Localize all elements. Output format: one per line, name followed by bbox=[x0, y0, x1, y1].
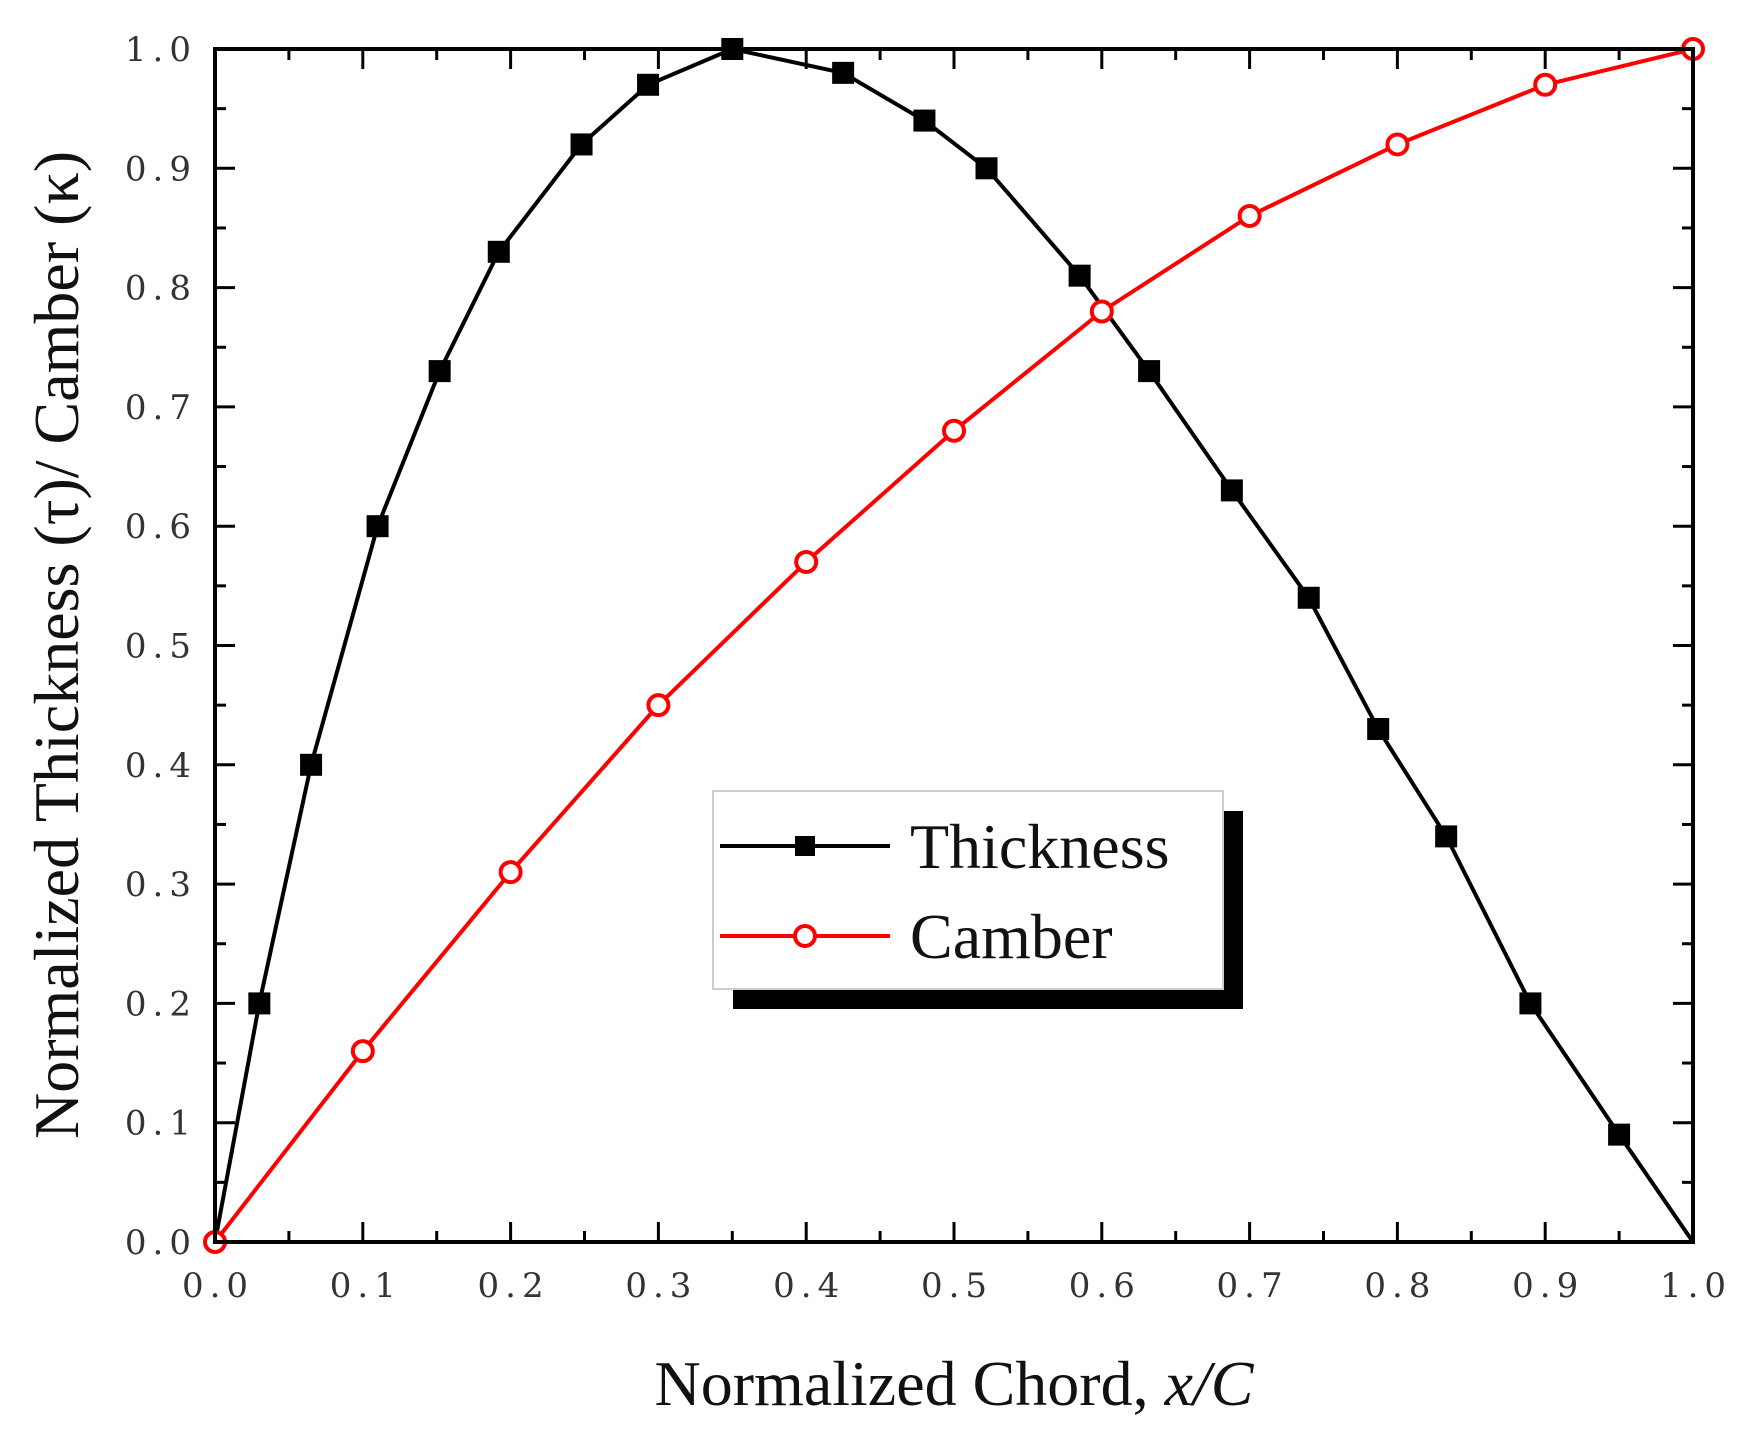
thickness-point bbox=[637, 73, 660, 96]
y-tick-label: 0.6 bbox=[125, 507, 197, 547]
camber-point bbox=[942, 418, 966, 443]
x-tick-label: 0.9 bbox=[1512, 1266, 1584, 1306]
thickness-point bbox=[366, 515, 389, 538]
thickness-point bbox=[1367, 718, 1390, 741]
thickness-point bbox=[428, 360, 451, 383]
thickness-point bbox=[1068, 264, 1091, 287]
x-axis-title-variable: x/C bbox=[1164, 1348, 1255, 1419]
legend-thickness-label: Thickness bbox=[910, 811, 1170, 882]
y-tick-label: 0.5 bbox=[125, 627, 197, 667]
camber-point bbox=[498, 860, 523, 885]
y-tick-label: 0.9 bbox=[125, 149, 197, 189]
y-axis-title: Normalized Thickness (τ)/ Camber (κ) bbox=[21, 151, 92, 1139]
x-tick-label: 0.1 bbox=[330, 1266, 402, 1306]
thickness-point bbox=[1220, 479, 1243, 502]
y-tick-label: 0.0 bbox=[125, 1223, 197, 1263]
x-tick-label: 0.0 bbox=[182, 1266, 254, 1306]
series-layer bbox=[203, 37, 1705, 1254]
thickness-point bbox=[300, 753, 323, 776]
camber-point bbox=[1533, 72, 1558, 97]
x-tick-label: 0.2 bbox=[478, 1266, 550, 1306]
thickness-point bbox=[570, 133, 593, 156]
camber-point bbox=[646, 693, 671, 718]
x-tick-label: 0.4 bbox=[773, 1266, 845, 1306]
y-tick-label: 0.7 bbox=[125, 388, 197, 428]
y-tick-label: 0.4 bbox=[125, 746, 197, 786]
thickness-line bbox=[213, 47, 1695, 1244]
legend: Thickness Camber bbox=[712, 790, 1243, 1009]
thickness-point bbox=[487, 240, 510, 263]
camber-point bbox=[350, 1039, 375, 1064]
y-tick-label: 1.0 bbox=[125, 30, 197, 70]
y-tick-label: 0.3 bbox=[125, 865, 197, 905]
tick-labels: 0.0 0.1 0.2 0.3 0.4 0.5 0.6 0.7 0.8 0.9 1.0 0.0 0.1 0… bbox=[125, 30, 1732, 1306]
legend-box bbox=[712, 790, 1224, 990]
thickness-point bbox=[248, 992, 271, 1015]
x-axis-title-prefix: Normalized Chord, bbox=[655, 1348, 1165, 1419]
x-tick-label: 0.7 bbox=[1217, 1266, 1289, 1306]
camber-point bbox=[1089, 299, 1114, 324]
y-tick-label: 0.8 bbox=[125, 269, 197, 309]
thickness-point bbox=[1608, 1123, 1631, 1146]
thickness-point bbox=[975, 157, 998, 180]
camber-point bbox=[1237, 204, 1262, 229]
axis-ticks bbox=[213, 47, 1695, 1244]
legend-camber-label: Camber bbox=[910, 901, 1113, 972]
plot-frame bbox=[213, 47, 1695, 1244]
x-tick-label: 0.8 bbox=[1364, 1266, 1436, 1306]
x-axis-title: Normalized Chord, x/C bbox=[655, 1348, 1255, 1419]
x-tick-label: 0.5 bbox=[921, 1266, 993, 1306]
thickness-point bbox=[1297, 586, 1320, 609]
thickness-point bbox=[1138, 360, 1161, 383]
camber-point bbox=[794, 549, 819, 574]
x-tick-label: 0.6 bbox=[1069, 1266, 1141, 1306]
y-tick-label: 0.2 bbox=[125, 984, 197, 1024]
camber-line bbox=[213, 47, 1694, 1244]
legend-thickness-marker bbox=[795, 836, 815, 856]
legend-camber-marker bbox=[793, 924, 817, 948]
x-tick-label: 0.3 bbox=[625, 1266, 697, 1306]
y-tick-label: 0.1 bbox=[125, 1104, 197, 1144]
thickness-point bbox=[1435, 825, 1458, 848]
thickness-point bbox=[832, 61, 855, 84]
x-tick-label: 1.0 bbox=[1660, 1266, 1732, 1306]
thickness-point bbox=[913, 109, 936, 132]
thickness-point bbox=[1519, 992, 1542, 1015]
camber-point bbox=[1385, 132, 1410, 157]
